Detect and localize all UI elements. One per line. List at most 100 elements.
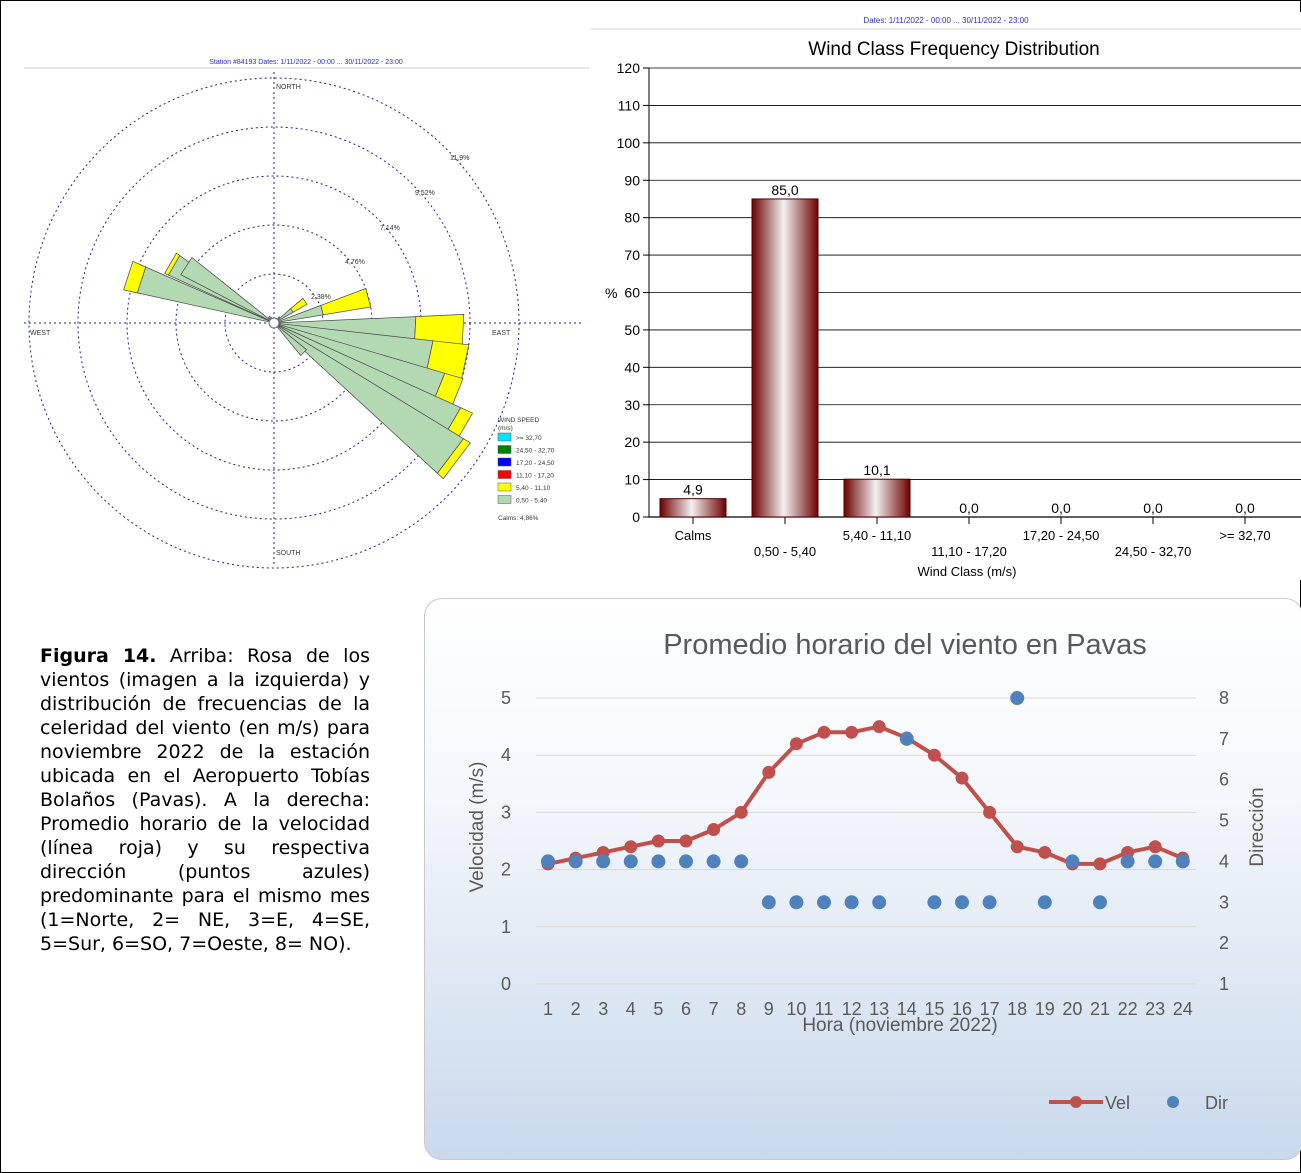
dir-point [651, 854, 666, 869]
bar-y-tick-label: 10 [624, 472, 640, 488]
line-x-tick-label: 20 [1062, 999, 1082, 1019]
legend-label: 0,50 - 5,40 [516, 498, 547, 505]
caption-label: Figura 14. [40, 645, 157, 667]
line-y2-tick-label: 8 [1219, 688, 1229, 708]
bar-category-label: Calms [675, 528, 712, 543]
ring-label-5: 11,9% [450, 155, 469, 162]
frequency-distribution-panel: Dates: 1/11/2022 - 00:00 ... 30/11/2022 … [591, 12, 1301, 580]
legend-label: 24,50 - 32,70 [516, 448, 555, 455]
rose-petal-low-speed [267, 315, 272, 320]
dir-point [734, 854, 749, 869]
rose-petal-mid-speed [123, 260, 147, 294]
bar-category-label: 17,20 - 24,50 [1023, 528, 1100, 543]
wind-rose-chart: Station #84193 Dates: 1/11/2022 - 00:00 … [24, 59, 589, 569]
line-y2-tick-label: 1 [1219, 974, 1229, 994]
line-x-tick-label: 22 [1118, 999, 1138, 1019]
direction-south: SOUTH [276, 550, 301, 557]
figure-caption: Figura 14. Arriba: Rosa de los vientos (… [40, 644, 370, 956]
vel-point [624, 840, 638, 854]
frequency-bar-chart: Dates: 1/11/2022 - 00:00 ... 30/11/2022 … [591, 16, 1301, 579]
line-x-tick-label: 15 [924, 999, 944, 1019]
legend-swatch [497, 470, 512, 479]
bar-y-tick-label: 50 [624, 322, 640, 338]
dir-point [789, 895, 804, 910]
caption-text: Arriba: Rosa de los vientos (imagen a la… [40, 645, 370, 955]
line-y2-tick-label: 2 [1219, 933, 1229, 953]
ring-label-2: 4,76% [345, 259, 365, 266]
dir-point [596, 854, 611, 869]
dir-point [1148, 854, 1163, 869]
direction-east: EAST [492, 330, 511, 337]
bar-category-label: 11,10 - 17,20 [931, 544, 1007, 559]
line-y-tick-label: 3 [501, 802, 511, 822]
vel-point [679, 834, 693, 848]
dir-point [706, 854, 721, 869]
dir-point [844, 895, 859, 910]
legend-swatch [497, 445, 512, 454]
line-y2-tick-label: 3 [1219, 892, 1229, 912]
rose-petal-low-speed [270, 316, 273, 319]
legend-unit: (m/s) [498, 425, 513, 432]
line-x-tick-label: 9 [764, 999, 774, 1019]
dir-point [623, 854, 638, 869]
line-x-tick-label: 19 [1035, 999, 1055, 1019]
bar-value-label: 0,0 [1143, 500, 1163, 516]
legend-calms: Calms: 4,86% [498, 515, 539, 522]
dir-point [927, 895, 942, 910]
rose-petal-low-speed [180, 256, 270, 321]
line-x-tick-label: 3 [598, 999, 608, 1019]
line-x-tick-label: 2 [571, 999, 581, 1019]
bar-y-tick-label: 110 [618, 97, 641, 113]
bar-y-tick-label: 100 [617, 135, 641, 151]
dir-point [679, 854, 693, 869]
bar-y-tick-label: 0 [632, 509, 640, 525]
ring-label-1: 2,38% [311, 294, 331, 301]
line-x-tick-label: 14 [897, 999, 917, 1019]
bar-y-tick-label: 70 [624, 247, 640, 263]
bar-mark [843, 478, 911, 518]
vel-point [1038, 845, 1052, 859]
line-x-tick-label: 12 [842, 999, 862, 1019]
vel-point [789, 737, 803, 751]
legend-label: 11,10 - 17,20 [516, 473, 554, 480]
bar-y-tick-label: 40 [624, 359, 640, 375]
direction-north: NORTH [276, 84, 301, 91]
line-x-tick-label: 7 [709, 999, 719, 1019]
bar-mark [659, 498, 727, 518]
bar-value-label: 10,1 [863, 462, 890, 478]
line-y-tick-label: 4 [501, 745, 511, 765]
bar-category-label: 0,50 - 5,40 [754, 544, 816, 559]
line-y-axis-label: Velocidad (m/s) [467, 762, 488, 893]
calm-circle [268, 317, 280, 329]
line-y2-tick-label: 6 [1219, 770, 1229, 790]
wind-speed-legend: WIND SPEED (m/s) >= 32,70 24,50 - 32,70 17… [497, 417, 555, 522]
legend-dir-label: Dir [1205, 1093, 1228, 1113]
vel-point [817, 725, 831, 739]
legend-title: WIND SPEED [498, 417, 539, 424]
bar-y-tick-label: 120 [617, 60, 641, 76]
line-x-tick-label: 21 [1090, 999, 1110, 1019]
rose-petal-mid-speed [436, 438, 471, 480]
line-chart-title: Promedio horario del viento en Pavas [663, 629, 1147, 661]
direction-west: WEST [30, 330, 51, 337]
legend-label: >= 32,70 [516, 435, 542, 442]
line-y-tick-label: 2 [501, 860, 511, 880]
vel-point [927, 748, 941, 762]
vel-point [955, 771, 969, 785]
legend-swatch [497, 457, 512, 467]
line-y-tick-label: 0 [501, 974, 511, 994]
dir-point [1175, 854, 1190, 869]
dir-point [1120, 854, 1135, 869]
dir-point [1037, 895, 1052, 910]
bar-y-axis-label: % [605, 285, 617, 301]
vel-point [983, 805, 997, 819]
line-x-axis-label: Hora (noviembre 2022) [802, 1015, 997, 1036]
bar-value-label: 4,9 [683, 482, 703, 498]
line-x-tick-label: 4 [626, 999, 636, 1019]
wind-rose-panel: Station #84193 Dates: 1/11/2022 - 00:00 … [24, 52, 589, 572]
line-y2-tick-label: 7 [1219, 729, 1229, 749]
bar-y-tick-label: 20 [624, 434, 640, 450]
bar-header: Dates: 1/11/2022 - 00:00 ... 30/11/2022 … [863, 16, 1029, 25]
bar-value-label: 85,0 [771, 182, 798, 198]
dir-point [899, 731, 914, 746]
